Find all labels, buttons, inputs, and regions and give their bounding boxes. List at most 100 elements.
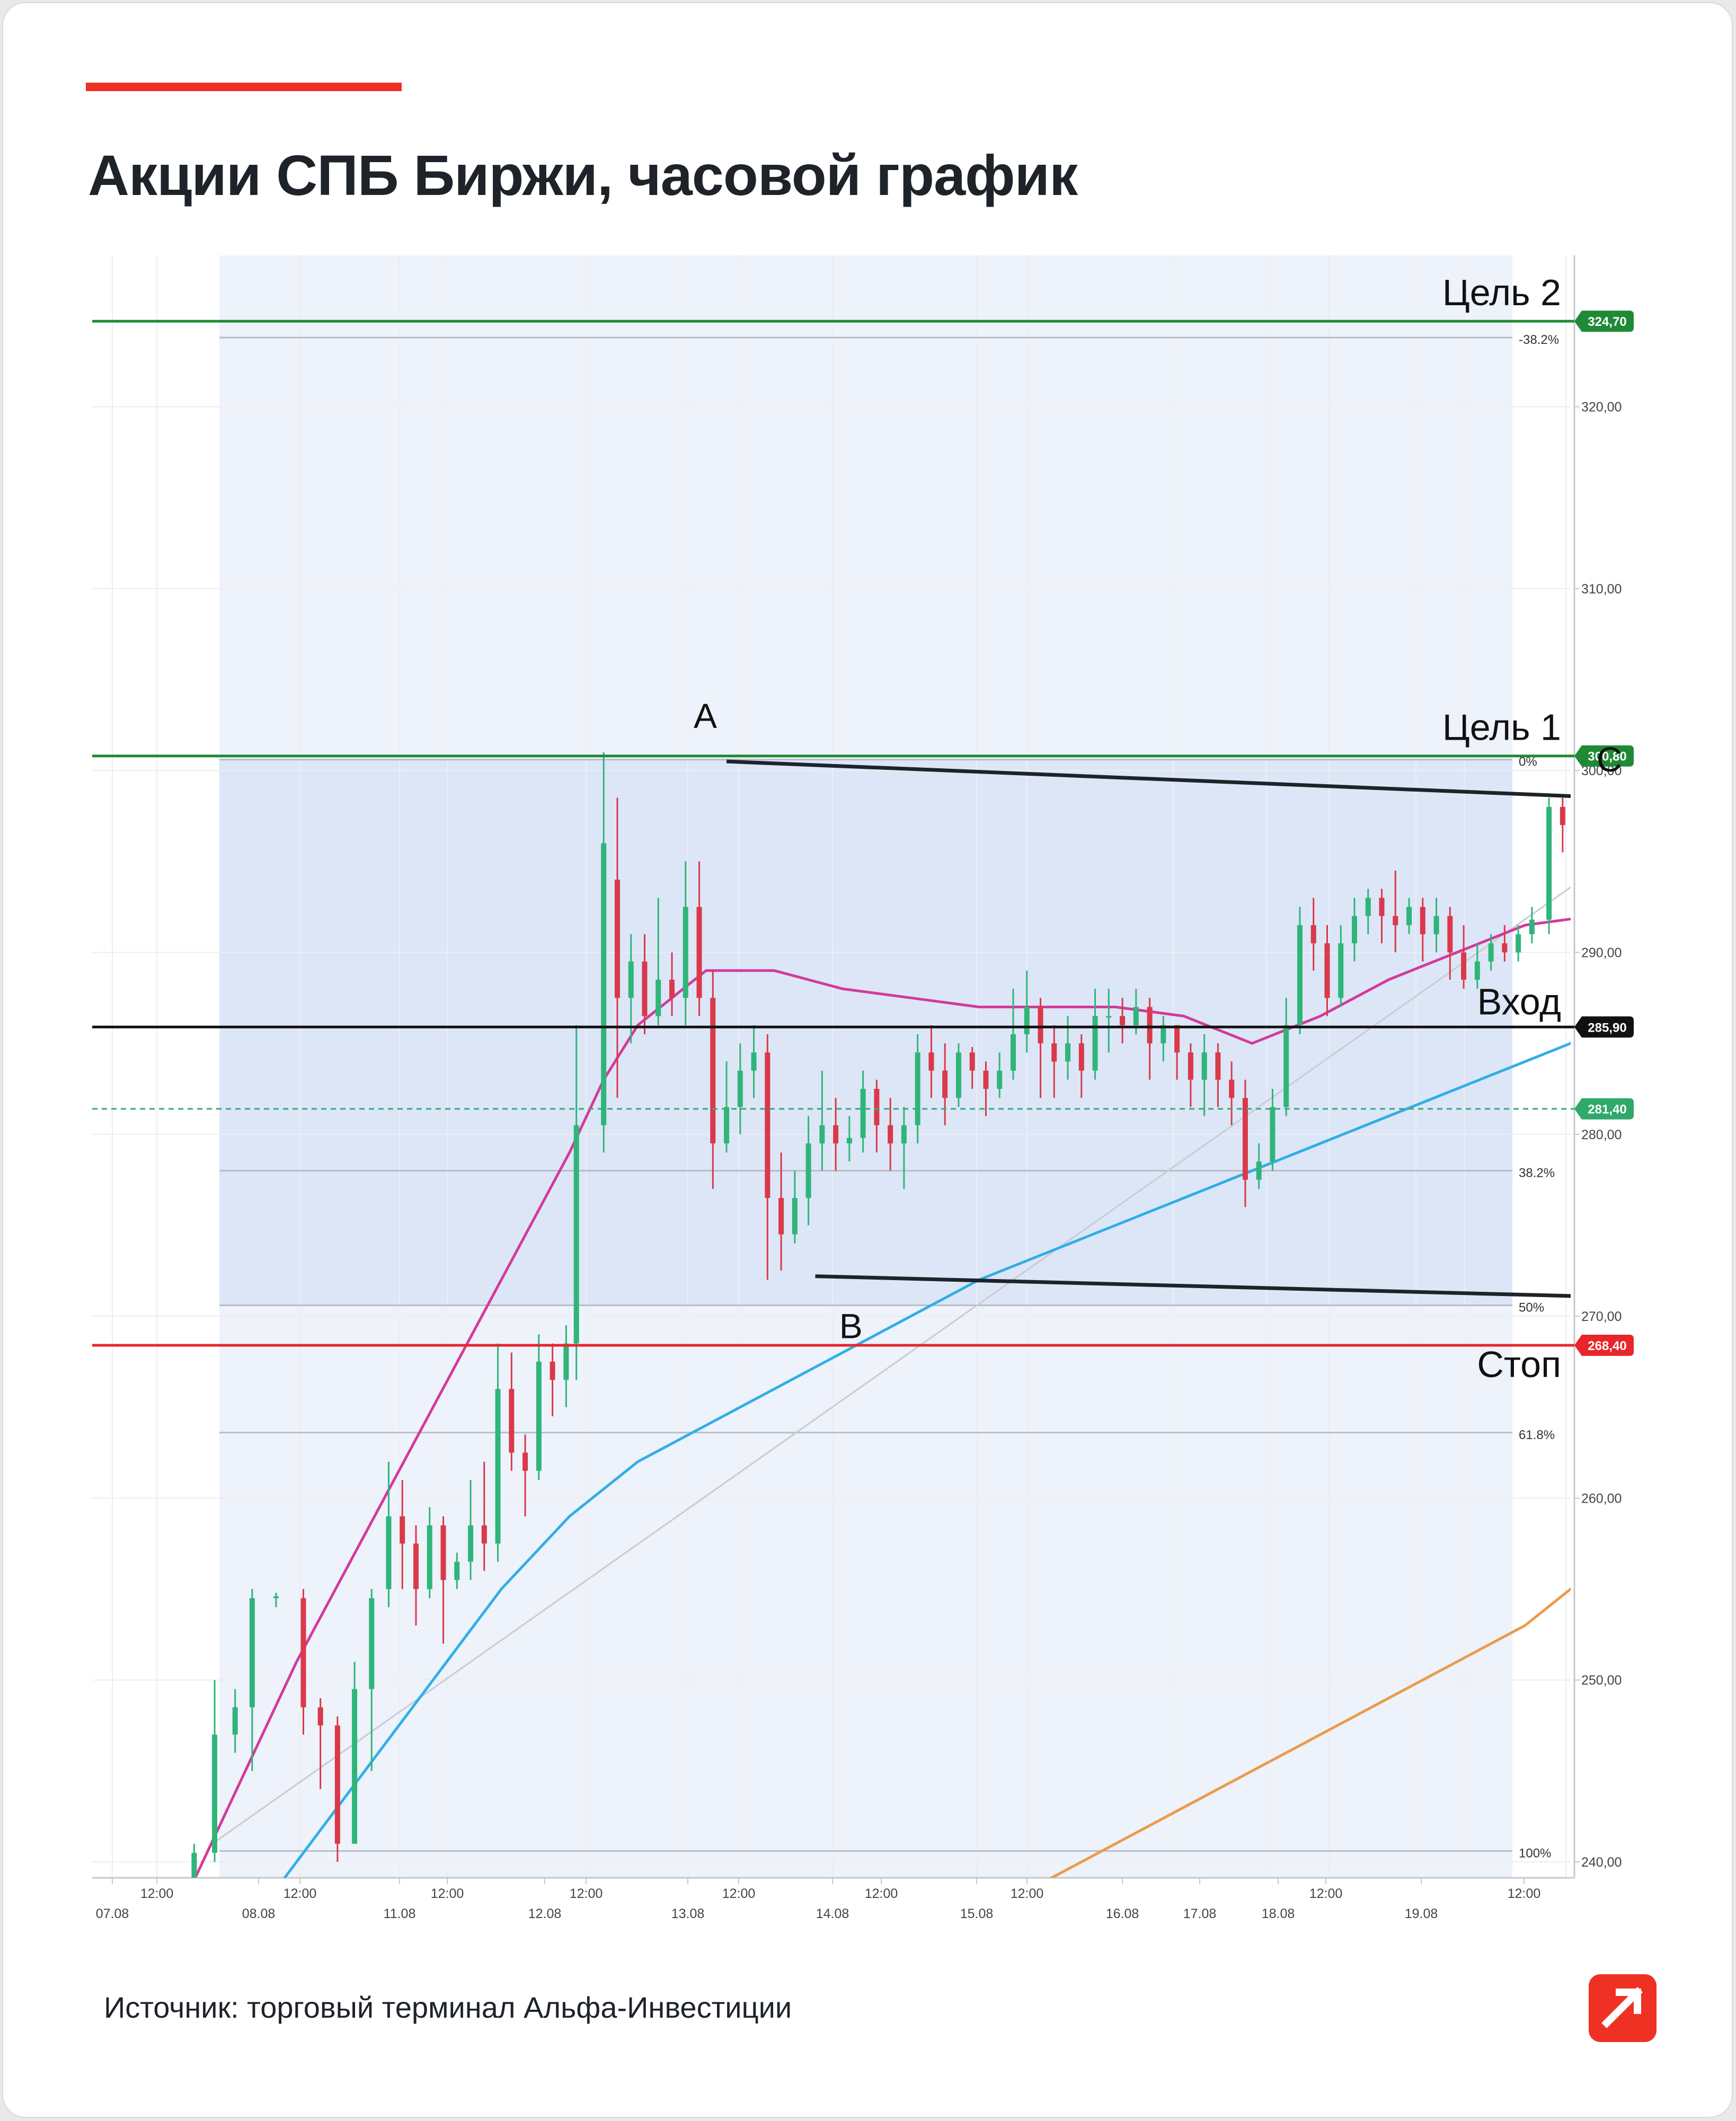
price-tag-shape (1574, 745, 1634, 767)
candle-down (413, 1543, 419, 1590)
candle-down (300, 1598, 306, 1708)
candle-up (1092, 1016, 1098, 1071)
channel-line-lower (815, 1274, 1571, 1298)
price-tag-label: 324,70 (1588, 315, 1626, 329)
candle-down (1587, 844, 1592, 916)
candle-up (1338, 943, 1344, 998)
candle-up (1488, 943, 1494, 962)
candle-down (1379, 898, 1385, 916)
candle-down (1229, 1079, 1235, 1098)
y-tick-label: 260,00 (1581, 1491, 1622, 1506)
moving-average-mid (282, 1042, 1571, 1878)
x-tick-label: 08.08 (242, 1906, 276, 1921)
candle-up (846, 1138, 852, 1143)
candle-up (427, 1525, 432, 1590)
x-tick-label: 12:00 (722, 1886, 756, 1901)
alfa-investments-logo-icon (1589, 1974, 1657, 2042)
candle-down (334, 1725, 340, 1844)
fib-level-label: -38.2% (1519, 333, 1559, 347)
candle-up (915, 1052, 920, 1125)
candle-up (191, 1852, 197, 1878)
candle-up (724, 1107, 730, 1143)
candle-up (495, 1389, 501, 1544)
candle-up (1106, 1016, 1112, 1018)
pattern-point-b: B (839, 1306, 863, 1345)
candle-up (1516, 934, 1521, 953)
candle-down (317, 1707, 323, 1726)
y-tick-label: 270,00 (1581, 1309, 1622, 1324)
y-tick-label: 280,00 (1581, 1128, 1622, 1142)
x-tick-label: 12:00 (284, 1886, 317, 1901)
price-tag-shape (1574, 310, 1634, 332)
level-name-label: Цель 2 (1442, 272, 1561, 313)
level-name-label: Вход (1477, 981, 1561, 1022)
candle-up (628, 961, 634, 998)
candle-down (550, 1361, 555, 1380)
y-tick-label: 290,00 (1581, 946, 1622, 961)
candle-up (656, 979, 661, 1016)
x-tick-label: 12:00 (570, 1886, 603, 1901)
candle-down (1420, 907, 1425, 935)
candle-up (369, 1598, 375, 1689)
channel-line-upper (726, 759, 1571, 798)
candle-up (1133, 1007, 1139, 1025)
y-tick-label: 320,00 (1581, 400, 1622, 415)
candle-up (997, 1070, 1003, 1089)
price-tag-entry: 285,90 (1574, 1016, 1634, 1038)
x-tick-label: 12:00 (140, 1886, 174, 1901)
moving-average-slow (1049, 1587, 1571, 1878)
candle-up (860, 1088, 866, 1138)
level-name-label: Цель 1 (1442, 707, 1561, 748)
source-note: Источник: торговый терминал Альфа-Инвест… (104, 1991, 792, 2024)
candle-up (1406, 907, 1412, 926)
candle-down (874, 1088, 880, 1125)
candle-up (1011, 1034, 1016, 1071)
last-price-label: 281,40 (1588, 1103, 1626, 1117)
x-tick-label: 17.08 (1183, 1906, 1217, 1921)
candle-up (1433, 916, 1439, 935)
x-tick-label: 19.08 (1405, 1906, 1438, 1921)
candle-down (1174, 1025, 1180, 1053)
candle-down (833, 1125, 839, 1143)
candle-down (1310, 925, 1316, 944)
candle-up (1297, 925, 1303, 1025)
x-tick-label: 07.08 (96, 1906, 129, 1921)
price-tag-label: 285,90 (1588, 1020, 1626, 1035)
candle-up (352, 1689, 358, 1844)
candle-down (696, 907, 702, 998)
candle-up (1365, 898, 1371, 916)
trend-line (215, 886, 1571, 1843)
candle-up (1352, 916, 1357, 944)
candle-up (683, 907, 688, 998)
y-tick-label: 250,00 (1581, 1673, 1622, 1688)
x-tick-label: 15.08 (960, 1906, 994, 1921)
candle-up (901, 1125, 907, 1143)
candle-down (522, 1452, 528, 1471)
candle-down (888, 1125, 893, 1143)
x-tick-label: 14.08 (816, 1906, 849, 1921)
candle-up (273, 1596, 279, 1599)
fib-level-label: 38.2% (1519, 1166, 1555, 1180)
fib-level-label: 50% (1519, 1301, 1544, 1315)
candle-down (481, 1525, 487, 1544)
candle-down (1560, 806, 1565, 826)
candle-up (792, 1197, 798, 1235)
candle-down (400, 1516, 405, 1544)
candle-down (969, 1052, 975, 1071)
price-tag-shape (1574, 1335, 1634, 1356)
x-tick-label: 12:00 (1508, 1886, 1541, 1901)
price-tag-label: 300,80 (1588, 750, 1626, 764)
candle-down (710, 998, 716, 1143)
candle-up (1024, 1007, 1030, 1034)
candle-down (1147, 1007, 1153, 1044)
price-tag-shape (1574, 1016, 1634, 1038)
x-tick-label: 12.08 (528, 1906, 562, 1921)
level-name-label: Стоп (1477, 1344, 1561, 1385)
candle-down (440, 1525, 446, 1580)
candle-up (1161, 1025, 1166, 1044)
candle-down (1078, 1043, 1084, 1071)
candle-down (1502, 943, 1508, 953)
candle-down (1461, 952, 1467, 980)
price-tag-stop: 268,40 (1574, 1335, 1634, 1356)
